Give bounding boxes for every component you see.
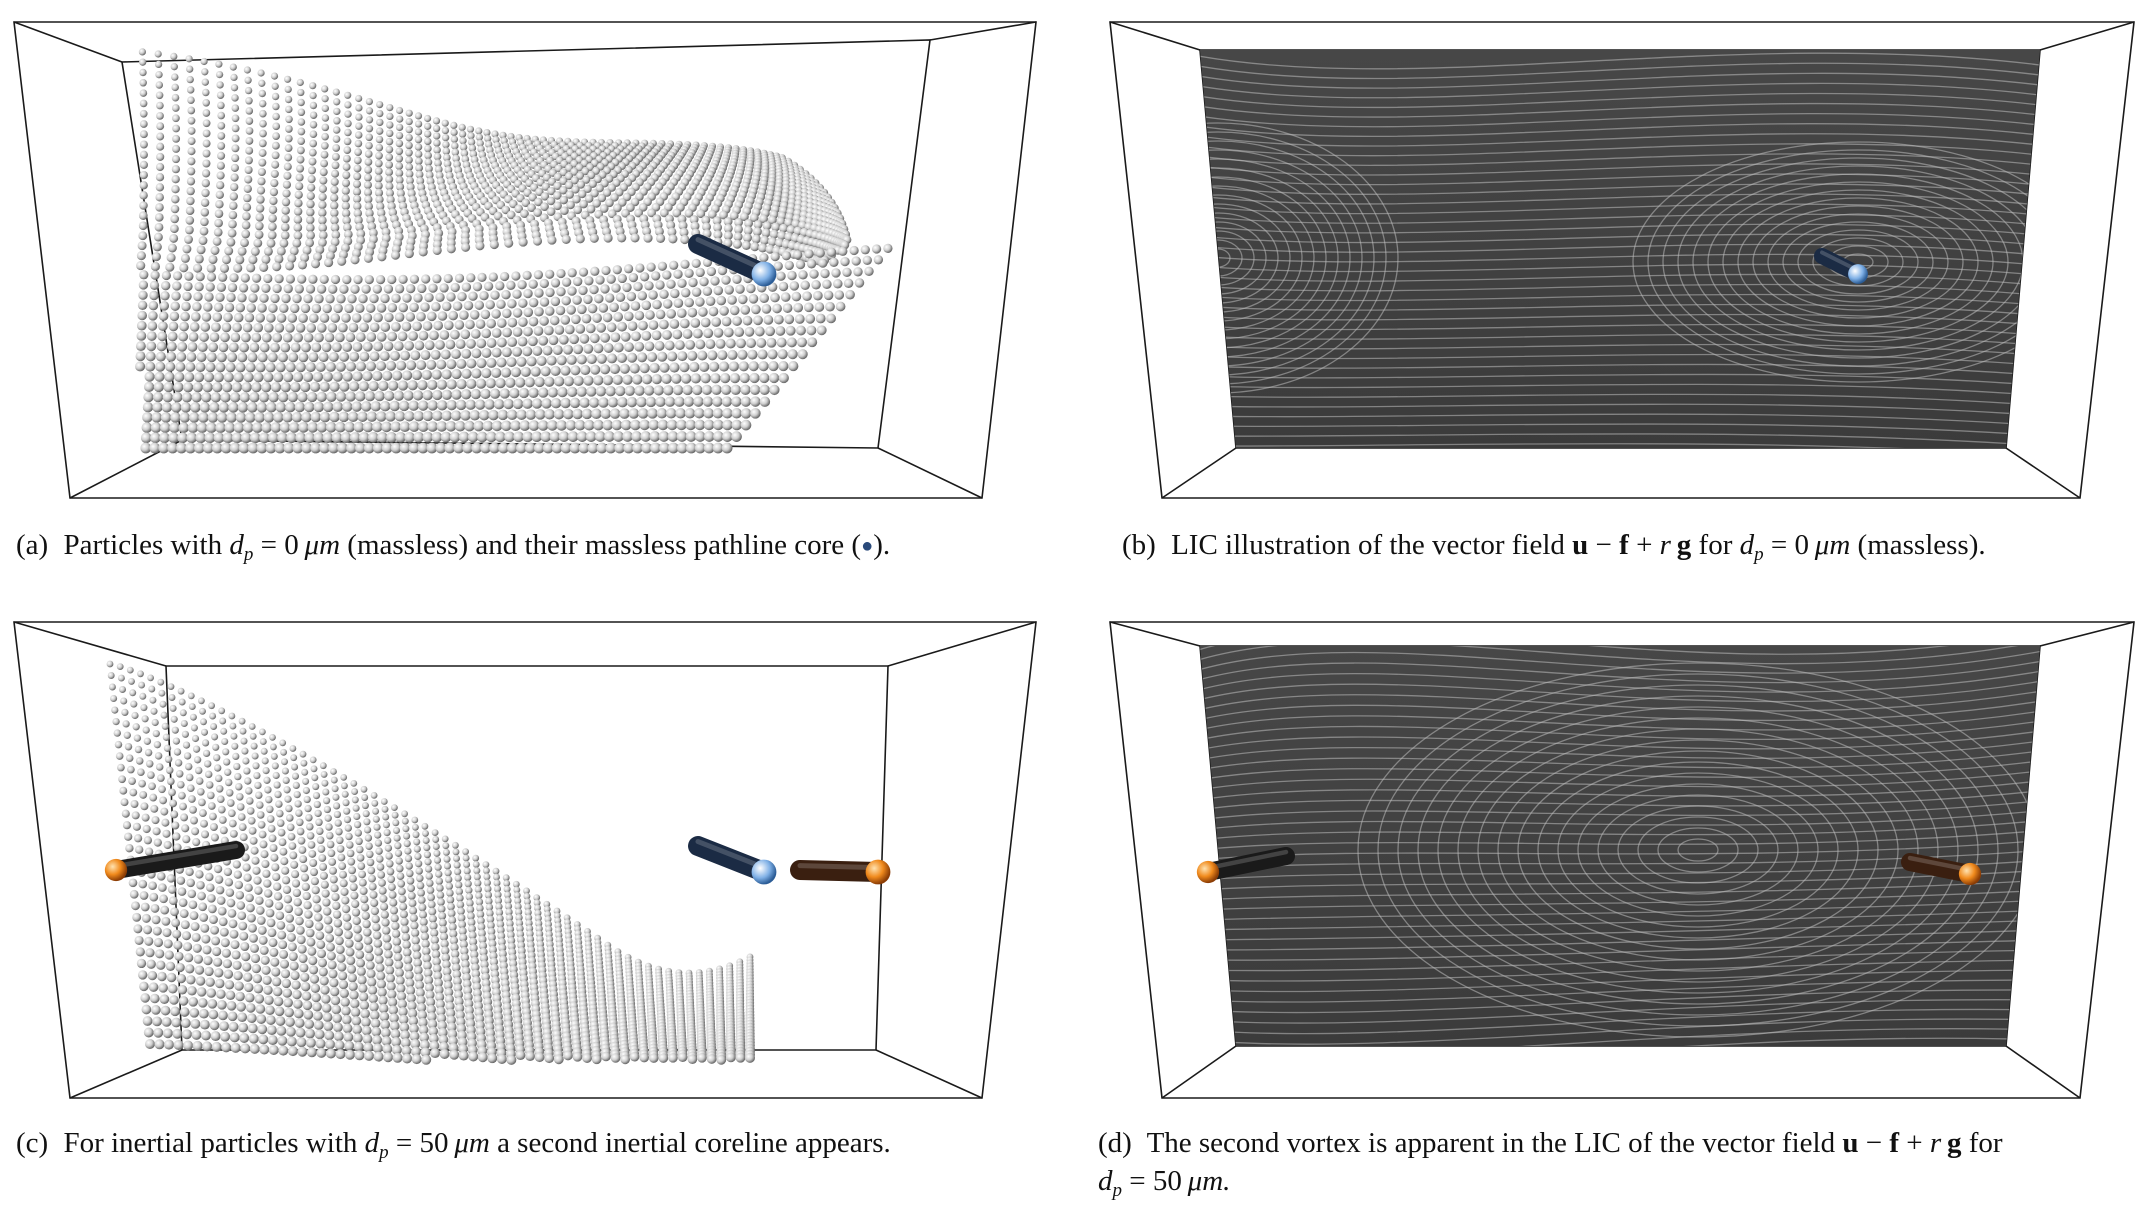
caption-c-var: d: [364, 1127, 380, 1159]
caption-b-sub: p: [1754, 544, 1764, 565]
caption-d-vec-u: u: [1842, 1127, 1859, 1159]
inertial-coreline-right: [1901, 853, 1982, 886]
particles-inertial-render: [13, 621, 1037, 1099]
caption-a-unit: μm: [304, 529, 341, 561]
caption-a-eq: = 0: [253, 529, 299, 561]
caption-c-unit: μm: [454, 1127, 490, 1159]
caption-a-label: (a): [16, 529, 49, 561]
caption-d-vec-f: f: [1889, 1127, 1899, 1159]
particles-massless-render: [13, 21, 1037, 499]
caption-d-minus: −: [1858, 1127, 1890, 1159]
particle-pathlines: [106, 660, 755, 1065]
caption-b-eq: = 0: [1763, 529, 1809, 561]
caption-c-eq: = 50: [388, 1127, 449, 1159]
lic-massless-render: [1109, 21, 2135, 499]
caption-b: (b) LIC illustration of the vector field…: [1122, 526, 1986, 564]
caption-b-vec-u: u: [1572, 529, 1589, 561]
caption-b-for: for: [1691, 529, 1740, 561]
caption-b-var: d: [1739, 529, 1755, 561]
caption-d-eq: = 50: [1122, 1165, 1182, 1197]
caption-d-sub: p: [1112, 1180, 1123, 1201]
caption-d-unit: μm.: [1187, 1165, 1231, 1197]
caption-d-vec-g: g: [1946, 1127, 1962, 1159]
caption-a-text-post: (massless) and their massless pathline c…: [347, 529, 862, 561]
caption-b-text-pre: LIC illustration of the vector field: [1171, 529, 1565, 561]
caption-d-var: d: [1098, 1165, 1113, 1197]
massless-coreline: [1814, 248, 1868, 284]
caption-c-label: (c): [16, 1127, 49, 1159]
caption-d-label: (d): [1098, 1127, 1132, 1159]
caption-a-var: d: [229, 529, 244, 561]
massless-coreline: [688, 234, 777, 287]
panel-a-figure: [0, 0, 1060, 512]
caption-b-vec-f: f: [1619, 529, 1629, 561]
lic-streamlines: [1200, 646, 2040, 1046]
massless-coreline: [688, 836, 777, 885]
caption-d-plus: +: [1899, 1127, 1930, 1159]
caption-b-minus: −: [1588, 529, 1620, 561]
caption-a-marker: ●: [861, 535, 874, 557]
caption-c-text-post: a second inertial coreline appears.: [497, 1127, 891, 1159]
caption-b-text-post: (massless).: [1857, 529, 1986, 561]
panel-d-figure: [1098, 600, 2148, 1112]
caption-c-sub: p: [379, 1142, 389, 1163]
caption-c: (c) For inertial particles with dp = 50 …: [16, 1124, 891, 1162]
caption-c-text-pre: For inertial particles with: [63, 1127, 358, 1159]
caption-a: (a) Particles with dp = 0 μm (massless) …: [16, 526, 890, 565]
caption-b-scalar-r: r: [1659, 529, 1671, 561]
caption-b-label: (b): [1122, 529, 1156, 561]
particle-pathlines: [135, 48, 893, 454]
lic-streamlines: [1200, 52, 2040, 448]
caption-a-end: ).: [873, 529, 891, 561]
panel-c-figure: [0, 600, 1060, 1112]
inertial-coreline-right: [790, 859, 891, 885]
lic-inertial-render: [1109, 621, 2135, 1099]
caption-d: (d) The second vortex is apparent in the…: [1098, 1124, 2003, 1200]
inertial-coreline-left: [1196, 847, 1295, 884]
panel-b-figure: [1098, 0, 2148, 512]
caption-b-vec-g: g: [1676, 529, 1692, 561]
caption-d-text-pre: The second vortex is apparent in the LIC…: [1146, 1127, 1836, 1159]
caption-b-unit: μm: [1814, 529, 1851, 561]
caption-a-text-pre: Particles with: [63, 529, 223, 561]
caption-a-sub: p: [243, 544, 254, 565]
inertial-coreline-left: [104, 841, 245, 882]
caption-d-for: for: [1961, 1127, 2003, 1159]
caption-d-scalar-r: r: [1929, 1127, 1942, 1159]
caption-b-plus: +: [1628, 529, 1660, 561]
